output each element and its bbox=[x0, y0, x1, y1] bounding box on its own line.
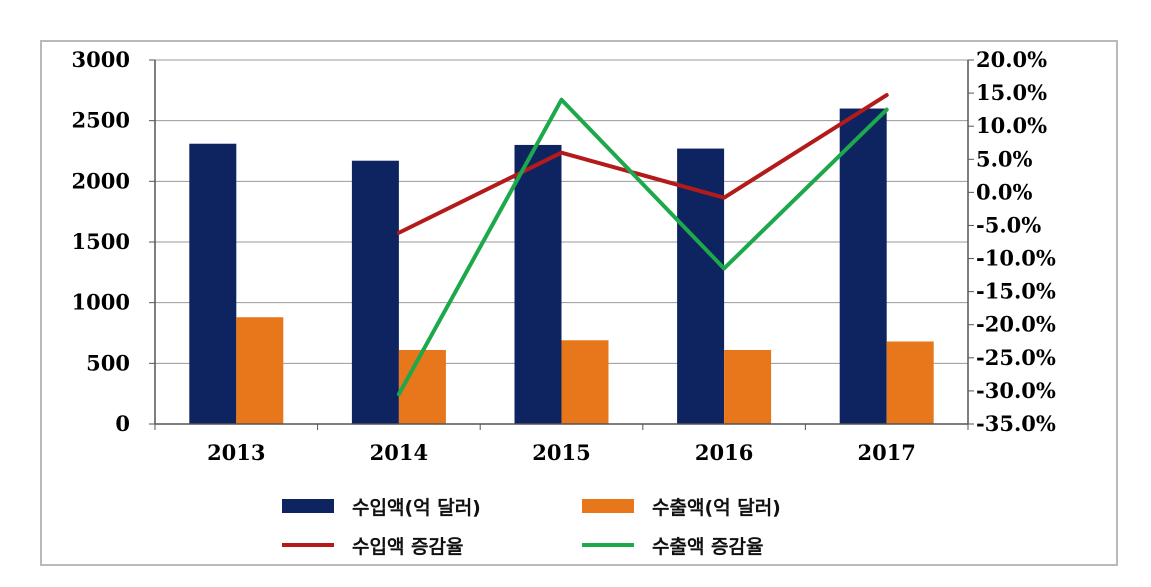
legend-swatch-export-growth bbox=[582, 543, 634, 547]
left-tick-label: 500 bbox=[86, 350, 130, 375]
left-axis-ticks: 0 500 1000 1500 2000 2500 3000 bbox=[72, 47, 130, 436]
legend: 수입액(억 달러) 수출액(억 달러) 수입액 증감율 수출액 증감율 bbox=[282, 486, 922, 566]
right-tick-label: 10.0% bbox=[976, 113, 1047, 138]
line-series bbox=[396, 93, 889, 397]
category-label: 2014 bbox=[370, 440, 428, 465]
right-tick-label: -35.0% bbox=[976, 411, 1056, 436]
axes bbox=[149, 59, 974, 430]
import-value-bar bbox=[189, 143, 237, 424]
left-tick-label: 1500 bbox=[72, 229, 130, 254]
right-tick-label: 20.0% bbox=[976, 47, 1047, 72]
left-tick-label: 3000 bbox=[72, 47, 130, 72]
legend-item-export-growth: 수출액 증감율 bbox=[582, 530, 764, 560]
export-value-bar bbox=[398, 349, 446, 424]
left-tick-label: 2000 bbox=[72, 168, 130, 193]
legend-swatch-import-growth bbox=[282, 543, 334, 547]
legend-item-export-value: 수출액(억 달러) bbox=[582, 491, 781, 521]
legend-label-import-value: 수입액(억 달러) bbox=[352, 496, 481, 519]
right-tick-label: 0.0% bbox=[976, 179, 1033, 204]
export-value-bar bbox=[561, 340, 609, 424]
bar-series bbox=[189, 108, 934, 425]
right-tick-label: 5.0% bbox=[976, 146, 1033, 171]
gridlines bbox=[155, 59, 968, 364]
right-tick-label: -30.0% bbox=[976, 378, 1056, 403]
import-value-bar bbox=[514, 144, 562, 424]
export-value-bar bbox=[886, 341, 934, 424]
right-tick-label: -25.0% bbox=[976, 345, 1056, 370]
import-value-bar bbox=[351, 160, 399, 424]
category-labels: 2013 2014 2015 2016 2017 bbox=[207, 440, 916, 465]
right-tick-label: 15.0% bbox=[976, 80, 1047, 105]
category-label: 2015 bbox=[532, 440, 590, 465]
export-value-bar bbox=[724, 349, 772, 424]
import-growth-line bbox=[396, 93, 889, 235]
left-tick-label: 1000 bbox=[72, 290, 130, 315]
legend-item-import-value: 수입액(억 달러) bbox=[282, 491, 481, 521]
legend-swatch-export-value bbox=[582, 499, 634, 513]
legend-item-import-growth: 수입액 증감율 bbox=[282, 530, 464, 560]
chart-frame bbox=[40, 40, 1118, 566]
category-label: 2016 bbox=[695, 440, 753, 465]
left-tick-label: 0 bbox=[115, 411, 130, 436]
category-label: 2013 bbox=[207, 440, 265, 465]
right-tick-label: -10.0% bbox=[976, 246, 1056, 271]
right-tick-label: -20.0% bbox=[976, 312, 1056, 337]
legend-label-export-value: 수출액(억 달러) bbox=[652, 496, 781, 519]
import-value-bar bbox=[839, 108, 887, 425]
category-label: 2017 bbox=[857, 440, 915, 465]
right-tick-label: -5.0% bbox=[976, 212, 1041, 237]
export-growth-line bbox=[396, 97, 889, 397]
export-value-bar bbox=[236, 317, 284, 424]
legend-label-export-growth: 수출액 증감율 bbox=[652, 535, 764, 558]
right-tick-label: -15.0% bbox=[976, 279, 1056, 304]
right-axis-ticks: -35.0% -30.0% -25.0% -20.0% -15.0% -10.0% -5.0… bbox=[976, 47, 1056, 436]
legend-swatch-import-value bbox=[282, 499, 334, 513]
legend-label-import-growth: 수입액 증감율 bbox=[352, 535, 464, 558]
left-tick-label: 2500 bbox=[72, 108, 130, 133]
